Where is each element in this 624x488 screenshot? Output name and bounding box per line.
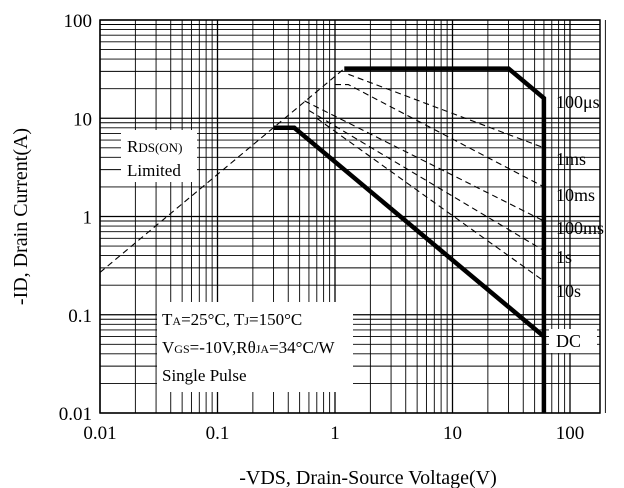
y-tick-label: 0.01 xyxy=(59,404,92,425)
series-line xyxy=(344,66,547,413)
y-axis-title: -ID, Drain Current(A) xyxy=(10,128,32,305)
conditions-line1: TA=25°C, TJ=150°C xyxy=(162,310,302,329)
series-group xyxy=(99,66,547,413)
curve-label: 10s xyxy=(556,281,581,301)
plot-frame xyxy=(99,19,601,414)
series-line xyxy=(316,117,545,282)
y-tick-label: 1 xyxy=(83,208,93,229)
series-line xyxy=(335,84,545,188)
curve-label: 100ms xyxy=(556,218,604,238)
series-line xyxy=(99,68,345,273)
curve-label: 1s xyxy=(556,247,572,267)
conditions-line2: VGS=-10V,RθJA=34°C/W xyxy=(162,338,336,357)
curve-label: 100μs xyxy=(556,92,600,112)
y-tick-label: 0.1 xyxy=(68,306,92,327)
curve-label: DC xyxy=(556,331,581,351)
x-tick-label: 10 xyxy=(443,423,462,444)
x-tick-label: 1 xyxy=(330,423,340,444)
series-line xyxy=(273,125,546,339)
x-tick-label: 0.1 xyxy=(206,423,230,444)
curve-labels: 100μs 1ms 10ms 100ms 1s 10s DC xyxy=(549,92,604,353)
rds-on-label-line1: RDS(ON) xyxy=(127,137,182,156)
x-tick-label: 100 xyxy=(556,423,585,444)
conditions-box: TA=25°C, TJ=150°C VGS=-10V,RθJA=34°C/W S… xyxy=(157,302,353,392)
x-tick-label: 0.01 xyxy=(83,423,116,444)
y-tick-label: 10 xyxy=(73,109,92,130)
curve-label: 1ms xyxy=(556,149,586,169)
y-tick-label: 100 xyxy=(64,11,93,32)
rds-on-label-line2: Limited xyxy=(127,161,181,180)
series-line xyxy=(304,100,545,222)
series-line xyxy=(348,73,545,149)
x-axis-title: -VDS, Drain-Source Voltage(V) xyxy=(239,467,497,488)
conditions-line3: Single Pulse xyxy=(162,366,247,385)
rds-on-label: RDS(ON) Limited xyxy=(121,130,197,182)
series-line xyxy=(308,110,545,252)
tick-labels: 0.01 0.1 1 10 100 0.01 0.1 1 10 100 xyxy=(59,11,585,444)
dc-label-background xyxy=(549,329,597,353)
curve-label: 10ms xyxy=(556,185,595,205)
